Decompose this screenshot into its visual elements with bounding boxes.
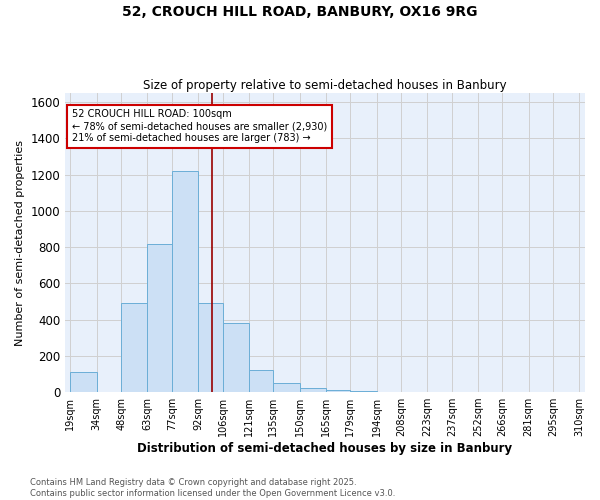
- Text: 52, CROUCH HILL ROAD, BANBURY, OX16 9RG: 52, CROUCH HILL ROAD, BANBURY, OX16 9RG: [122, 5, 478, 19]
- Bar: [274, 383, 299, 392]
- X-axis label: Distribution of semi-detached houses by size in Banbury: Distribution of semi-detached houses by …: [137, 442, 512, 455]
- Bar: [223, 323, 249, 392]
- Bar: [172, 171, 198, 392]
- Bar: [249, 370, 274, 392]
- Y-axis label: Number of semi-detached properties: Number of semi-detached properties: [15, 140, 25, 346]
- Text: 52 CROUCH HILL ROAD: 100sqm
← 78% of semi-detached houses are smaller (2,930)
21: 52 CROUCH HILL ROAD: 100sqm ← 78% of sem…: [72, 110, 328, 142]
- Bar: [299, 388, 326, 392]
- Text: Contains HM Land Registry data © Crown copyright and database right 2025.
Contai: Contains HM Land Registry data © Crown c…: [30, 478, 395, 498]
- Bar: [326, 390, 350, 392]
- Bar: [148, 244, 172, 392]
- Bar: [350, 391, 377, 392]
- Bar: [198, 304, 223, 392]
- Bar: [70, 372, 97, 392]
- Bar: [121, 304, 148, 392]
- Title: Size of property relative to semi-detached houses in Banbury: Size of property relative to semi-detach…: [143, 79, 507, 92]
